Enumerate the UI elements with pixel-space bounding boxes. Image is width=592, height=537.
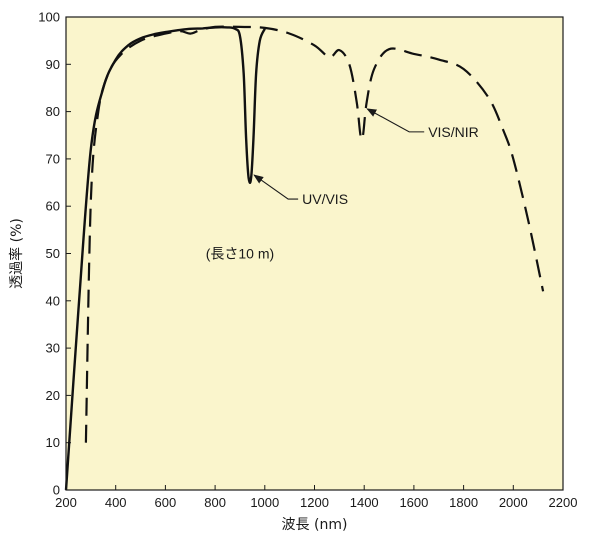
annotation-layer: UV/VIS VIS/NIR <box>253 108 479 207</box>
x-tick-label: 200 <box>55 495 77 510</box>
x-tick-label: 1800 <box>449 495 478 510</box>
y-tick-label: 10 <box>46 435 60 450</box>
annotation-arrow <box>253 174 299 200</box>
y-tick-label: 60 <box>46 199 60 214</box>
x-tick-label: 800 <box>204 495 226 510</box>
y-tick-label: 50 <box>46 246 60 261</box>
y-tick-label: 30 <box>46 341 60 356</box>
y-tick-label: 40 <box>46 293 60 308</box>
series-line-vis-nir <box>84 25 545 443</box>
x-tick-label: 400 <box>105 495 127 510</box>
annotation-label: UV/VIS <box>302 191 348 207</box>
x-tick-label: 600 <box>155 495 177 510</box>
x-tick-label: 2000 <box>499 495 528 510</box>
x-tick-label: 2200 <box>549 495 578 510</box>
y-tick-label: 90 <box>46 57 60 72</box>
x-tick-label: 1200 <box>300 495 329 510</box>
annotation-label: VIS/NIR <box>428 124 479 140</box>
plot-frame <box>65 16 564 491</box>
plot-area <box>66 17 563 490</box>
y-tick-label: 80 <box>46 104 60 119</box>
y-tick-label: 100 <box>38 10 60 25</box>
x-axis-title: 波長 (nm) <box>282 517 348 533</box>
x-tick-label: 1000 <box>250 495 279 510</box>
x-tick-label: 1600 <box>399 495 428 510</box>
y-tick-label: 70 <box>46 151 60 166</box>
series-layer <box>64 25 545 491</box>
y-tick-label: 20 <box>46 388 60 403</box>
axis-ticks: 200 400 600 800 1000 1200 1400 1600 1800 2000 2200… <box>38 10 577 511</box>
inset-label: (長さ10 m) <box>206 246 274 262</box>
y-tick-label: 0 <box>53 483 60 498</box>
annotation-arrow <box>366 108 425 133</box>
y-axis-title: 透過率 (%) <box>8 218 25 289</box>
x-tick-label: 1400 <box>350 495 379 510</box>
